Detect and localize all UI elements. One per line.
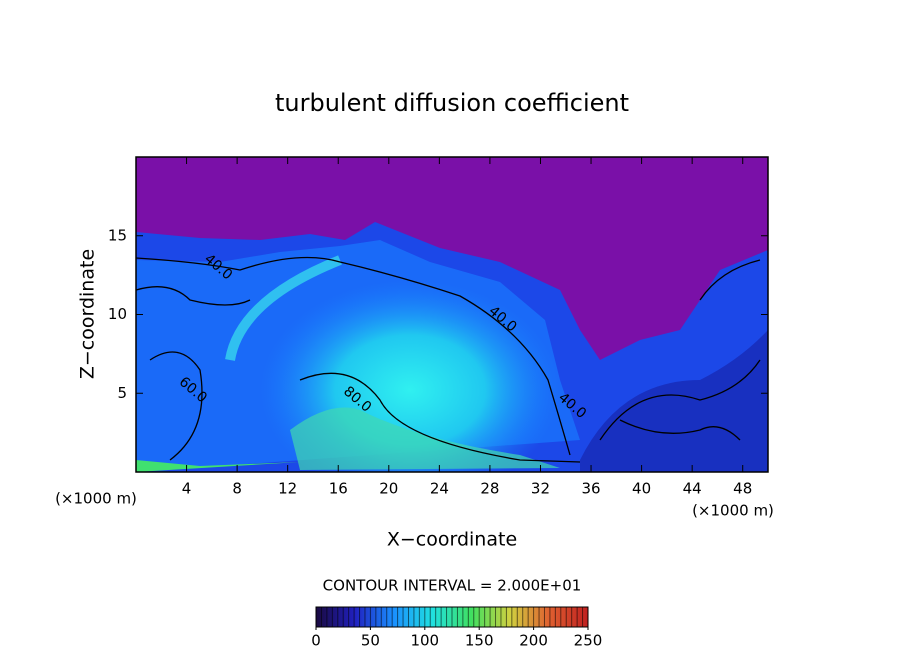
x-tick-label: 28: [480, 480, 499, 498]
colorbar-tick-label: 50: [361, 632, 380, 650]
colorbar-tick-label: 100: [410, 632, 439, 650]
colorbar-tick-label: 0: [311, 632, 321, 650]
x-tick-label: 32: [531, 480, 550, 498]
x-tick-label: 16: [329, 480, 348, 498]
field: [136, 157, 768, 472]
x-unit-label: (×1000 m): [55, 490, 137, 508]
x-tick-label: 44: [683, 480, 702, 498]
colorbar-tick-label: 250: [574, 632, 603, 650]
colorbar-tick-label: 150: [465, 632, 494, 650]
x-axis-label: X−coordinate: [387, 529, 517, 551]
x-tick-label: 24: [430, 480, 449, 498]
y-tick-label: 15: [108, 226, 127, 244]
y-axis-label: Z−coordinate: [77, 249, 99, 379]
x-tick-label: 40: [632, 480, 651, 498]
x-tick-label: 20: [379, 480, 398, 498]
y-tick-label: 10: [108, 305, 127, 323]
x-tick-label: 48: [733, 480, 752, 498]
x-tick-label: 36: [581, 480, 600, 498]
colorbar-tick-label: 200: [519, 632, 548, 650]
x-tick-label: 12: [278, 480, 297, 498]
annotation: CONTOUR INTERVAL = 2.000E+01: [323, 577, 582, 595]
x-tick-label: 4: [182, 480, 192, 498]
x-tick-label: 8: [232, 480, 242, 498]
x-unit-label: (×1000 m): [692, 502, 774, 520]
y-tick-label: 5: [117, 384, 127, 402]
chart-title: turbulent diffusion coefficient: [275, 89, 629, 117]
